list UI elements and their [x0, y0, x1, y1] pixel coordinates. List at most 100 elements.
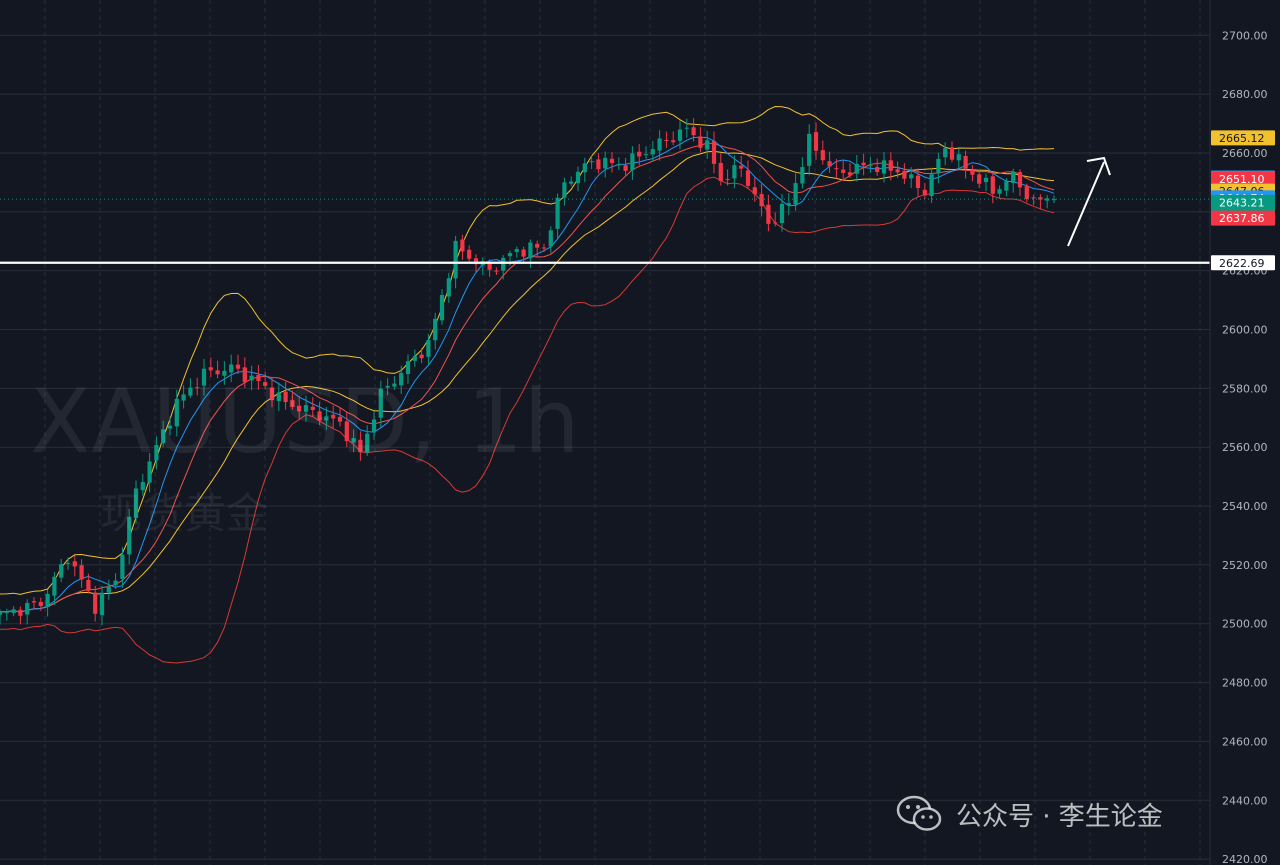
- candle-body: [276, 392, 281, 402]
- candle-body: [310, 406, 315, 410]
- candle-body: [956, 154, 961, 161]
- candle-body: [106, 586, 111, 593]
- price-tick-label: 2600.00: [1222, 324, 1268, 337]
- candle-body: [1004, 181, 1009, 191]
- candle-body: [181, 394, 186, 401]
- candle-body: [99, 592, 105, 616]
- candle-body: [229, 364, 234, 373]
- candle-body: [902, 170, 907, 179]
- candle-body: [997, 189, 1002, 194]
- candle-body: [528, 242, 533, 259]
- candle-body: [133, 488, 139, 519]
- candle-body: [895, 169, 900, 173]
- candle-body: [120, 554, 125, 579]
- candle-body: [990, 176, 995, 194]
- candle-body: [630, 153, 635, 171]
- candle-body: [548, 230, 553, 247]
- candle-body: [977, 174, 982, 184]
- wechat-credit: 公众号 · 李生论金: [896, 792, 1163, 836]
- price-tick-label: 2500.00: [1222, 618, 1268, 631]
- candle-body: [242, 367, 247, 383]
- arrow-drawing-layer[interactable]: [1067, 156, 1111, 247]
- candle-body: [943, 148, 948, 158]
- candle-body: [1051, 199, 1057, 201]
- candle-layer: [0, 118, 1057, 626]
- candle-body: [215, 370, 220, 375]
- bollinger-lower-line: [0, 176, 1055, 664]
- candle-body: [154, 444, 159, 461]
- candle-body: [711, 141, 717, 164]
- candle-body: [365, 433, 370, 453]
- candle-body: [881, 160, 887, 174]
- candle-body: [38, 601, 43, 607]
- candle-body: [596, 159, 601, 170]
- candle-body: [174, 398, 179, 427]
- candle-body: [766, 204, 771, 224]
- candle-body: [664, 139, 669, 141]
- candle-body: [93, 592, 98, 614]
- candle-body: [59, 564, 64, 578]
- candle-body: [739, 165, 744, 169]
- candle-body: [324, 416, 329, 421]
- candle-body: [297, 405, 302, 412]
- price-tick-label: 2520.00: [1222, 559, 1268, 572]
- candle-body: [698, 136, 703, 148]
- candle-body: [915, 175, 921, 189]
- candle-body: [235, 364, 241, 369]
- candle-body: [569, 181, 574, 184]
- candle-body: [31, 601, 37, 603]
- price-tag-layer: 2665.122651.492651.102647.062644.742643.…: [1211, 130, 1275, 271]
- candle-body: [337, 416, 343, 422]
- candle-body: [691, 127, 696, 136]
- candle-body: [970, 169, 975, 175]
- candle-body: [752, 187, 757, 195]
- candle-body: [358, 439, 363, 453]
- price-tag: [1211, 210, 1275, 226]
- candle-body: [1045, 198, 1050, 201]
- candle-body: [52, 576, 57, 596]
- candle-body: [4, 611, 9, 614]
- candle-body: [201, 368, 207, 386]
- ma-slow-line: [0, 142, 1055, 613]
- candle-body: [888, 160, 893, 171]
- horizontal-line-layer[interactable]: [0, 198, 1210, 264]
- candle-body: [637, 151, 642, 157]
- candle-body: [405, 361, 411, 375]
- candle-body: [446, 278, 451, 297]
- candle-body: [86, 579, 91, 591]
- candle-body: [759, 194, 764, 207]
- price-tag: [1211, 194, 1275, 210]
- price-tick-label: 2680.00: [1222, 88, 1268, 101]
- candle-body: [147, 461, 152, 483]
- candle-body: [582, 163, 587, 173]
- price-tick-label: 2420.00: [1222, 853, 1268, 865]
- candle-body: [684, 127, 689, 129]
- candle-body: [79, 565, 84, 580]
- candle-body: [541, 247, 547, 249]
- candle-body: [847, 172, 853, 176]
- price-tick-label: 2460.00: [1222, 735, 1268, 748]
- candle-body: [868, 165, 873, 167]
- candle-body: [514, 249, 519, 252]
- candle-body: [303, 405, 309, 412]
- candle-body: [793, 183, 798, 205]
- candle-body: [807, 133, 812, 166]
- price-axis[interactable]: 2420.00 2440.00 2460.00 2480.00 2500.00 2520.…: [1209, 0, 1268, 865]
- candle-body: [929, 174, 934, 197]
- candle-body: [983, 177, 989, 183]
- candle-body: [841, 169, 846, 173]
- price-tag-label: 2637.86: [1219, 212, 1265, 225]
- candle-body: [609, 158, 615, 163]
- price-tag-label: 2651.10: [1219, 173, 1265, 186]
- symbol-watermark: XAUUSD, 1h: [30, 370, 581, 473]
- candle-body: [507, 253, 513, 257]
- candle-body: [399, 372, 404, 386]
- candle-body: [1038, 197, 1043, 200]
- candle-body: [922, 189, 927, 196]
- candle-body: [589, 161, 594, 163]
- trend-arrow-shaft: [1067, 161, 1105, 247]
- candle-body: [331, 414, 336, 419]
- candle-body: [351, 438, 356, 443]
